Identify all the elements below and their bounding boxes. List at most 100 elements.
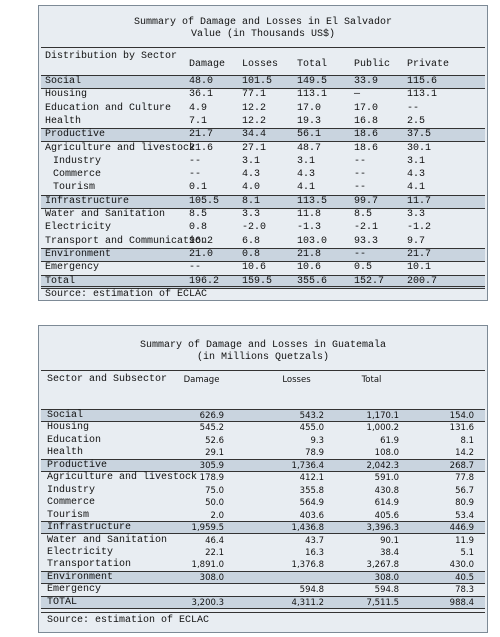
cell: 113.5 [297, 195, 328, 207]
column-header: Damage [189, 59, 226, 70]
row-label: TOTAL [47, 596, 78, 608]
cell: 105.5 [189, 195, 220, 207]
row-label: Agriculture and livestock [47, 472, 198, 484]
cell: 56.7 [455, 485, 474, 496]
cell: 8.1 [242, 195, 261, 207]
cell: 196.2 [189, 275, 220, 287]
cell: 4,311.2 [291, 597, 324, 608]
cell: 38.4 [380, 547, 399, 558]
cell: 43.7 [305, 535, 324, 546]
rule [41, 286, 485, 287]
cell: 7.1 [189, 115, 208, 127]
row-label: Emergency [45, 262, 100, 274]
cell: 2.5 [407, 115, 426, 127]
cell: 1,891.0 [191, 560, 224, 571]
cell: 543.2 [299, 411, 324, 421]
cell: 36.1 [189, 89, 214, 101]
cell: 0.1 [189, 182, 208, 194]
cell: 93.3 [354, 235, 379, 247]
cell: 16.8 [354, 115, 379, 127]
cell: 308.0 [374, 572, 399, 583]
cell: 3.1 [407, 155, 426, 167]
cell: 4.1 [297, 182, 316, 194]
cell: 48.0 [189, 76, 214, 87]
cell: 308.0 [199, 572, 224, 583]
row-label: Infrastructure [45, 195, 130, 207]
cell: 21.6 [189, 142, 214, 154]
row-label: Tourism [47, 509, 90, 521]
cell: -- [189, 155, 202, 167]
cell: 48.7 [297, 142, 322, 154]
cell: 355.8 [299, 485, 324, 496]
cell: 18.6 [354, 142, 379, 154]
cell: 4.3 [242, 169, 261, 181]
cell: -- [189, 169, 202, 181]
cell: 10.6 [297, 262, 322, 274]
cell: 200.7 [407, 275, 438, 287]
cell: 11.8 [297, 209, 322, 220]
table-subtitle: Value (in Thousands US$) [190, 29, 336, 40]
cell: 131.6 [449, 423, 474, 434]
cell: 305.9 [199, 460, 224, 471]
cell: 455.0 [299, 423, 324, 434]
cell: 96.2 [189, 235, 214, 247]
table-title: Summary of Damage and Losses in Guatemal… [139, 340, 387, 351]
table-subtitle: (in Millions Quetzals) [196, 352, 330, 363]
cell: 78.9 [305, 448, 324, 459]
cell: 9.7 [407, 235, 426, 247]
cell: -- [189, 262, 202, 274]
row-label: Social [45, 76, 82, 87]
cell: 430.0 [449, 560, 474, 571]
cell: 80.9 [455, 498, 474, 509]
cell: 61.9 [380, 435, 399, 446]
cell: 152.7 [354, 275, 385, 287]
row-label: Tourism [53, 182, 96, 194]
cell: 8.5 [189, 209, 208, 220]
row-label: Housing [45, 89, 88, 101]
cell: 7,511.5 [366, 597, 399, 608]
row-label: Commerce [53, 169, 102, 181]
cell: 21.8 [297, 248, 322, 260]
cell: 8.5 [354, 209, 373, 220]
cell: 149.5 [297, 76, 328, 87]
cell: 430.8 [374, 485, 399, 496]
row-label: Housing [47, 422, 90, 434]
cell: 40.5 [455, 572, 474, 583]
cell: 4.9 [189, 102, 208, 114]
cell: 103.0 [297, 235, 328, 247]
source-note: Source: estimation of ECLAC [47, 615, 210, 626]
row-band [41, 75, 485, 90]
row-label: Transportation [47, 559, 132, 571]
cell: 77.8 [455, 473, 474, 484]
cell: 22.1 [205, 547, 224, 558]
row-label: Transport and Communication [45, 235, 208, 247]
cell: 46.4 [205, 535, 224, 546]
row-label: Education and Culture [45, 102, 172, 114]
cell: 17.0 [297, 102, 322, 114]
cell: — [354, 89, 361, 101]
cell: 154.0 [449, 411, 474, 421]
row-label: Health [47, 447, 84, 459]
cell: 4.3 [407, 169, 426, 181]
cell: 626.9 [199, 411, 224, 421]
row-label: Infrastructure [47, 522, 132, 534]
row-label: Industry [47, 484, 96, 496]
cell: 614.9 [374, 498, 399, 509]
column-header: Total [297, 59, 328, 70]
cell: 3,200.3 [191, 597, 224, 608]
cell: 1,959.5 [191, 523, 224, 534]
cell: 405.6 [374, 510, 399, 521]
cell: 90.1 [380, 535, 399, 546]
cell: 268.7 [449, 460, 474, 471]
cell: 34.4 [242, 129, 267, 141]
cell: 18.6 [354, 129, 379, 141]
cell: -1.3 [297, 222, 322, 234]
cell: 5.1 [460, 547, 474, 558]
cell: -- [407, 102, 420, 114]
cell: 27.1 [242, 142, 267, 154]
cell: 37.5 [407, 129, 432, 141]
cell: 1,000.2 [366, 423, 399, 434]
table-title: Summary of Damage and Losses in El Salva… [133, 17, 393, 28]
row-band [41, 194, 485, 209]
